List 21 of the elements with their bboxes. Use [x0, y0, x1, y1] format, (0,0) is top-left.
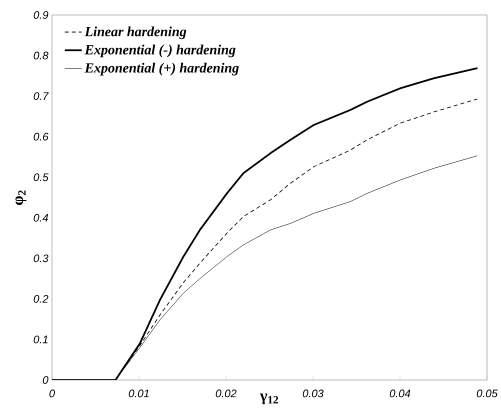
x-tick-label: 0.03 [302, 390, 324, 398]
y-tick-label: 0.4 [34, 214, 48, 222]
x-tick-label: 0.04 [390, 390, 410, 398]
y-tick-label: 0.3 [34, 254, 48, 262]
y-tick-label: 0.9 [34, 11, 48, 19]
y-axis-title: φ$_{2}$ [15, 190, 26, 205]
x-axis-title: γ$_{12}$ [260, 394, 278, 404]
x-tick-label: 0 [49, 390, 55, 398]
x-tick-label: 0.05 [476, 390, 498, 398]
x-tick-label: 0.02 [216, 390, 237, 398]
legend-label: Linear hardening [84, 26, 186, 40]
y-tick-label: 0.2 [34, 295, 48, 303]
legend-label: Exponential (-) hardening [84, 44, 236, 58]
y-tick-label: 0.6 [34, 132, 48, 141]
x-tick-label: 0.01 [128, 390, 149, 398]
y-tick-label: 0.7 [34, 92, 49, 100]
y-tick-label: 0.8 [34, 52, 48, 60]
y-tick-label: 0 [42, 376, 48, 384]
y-tick-label: 0.5 [34, 173, 49, 182]
legend-label: Exponential (+) hardening [84, 62, 239, 76]
y-tick-label: 0.1 [34, 336, 48, 344]
